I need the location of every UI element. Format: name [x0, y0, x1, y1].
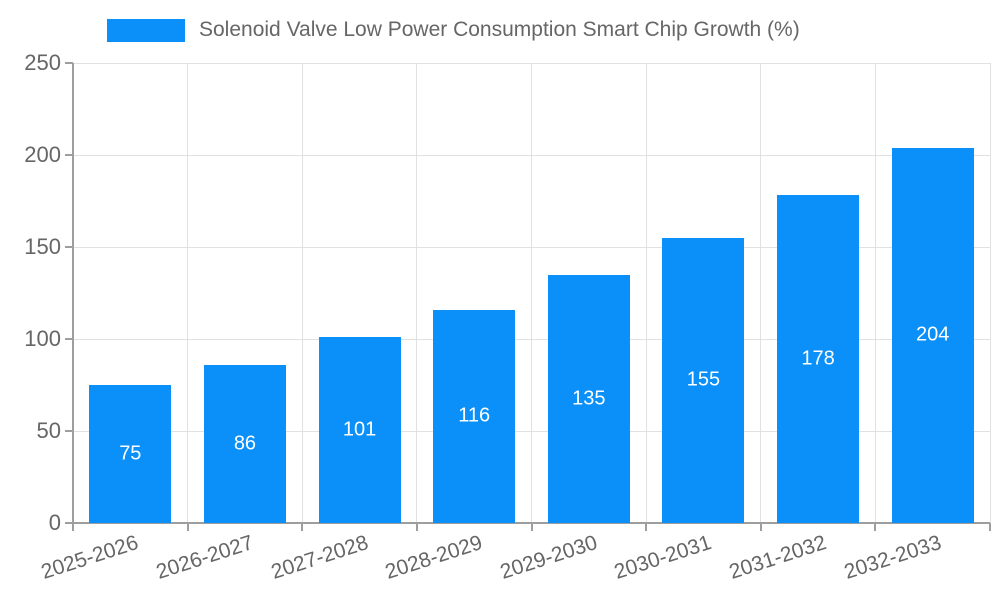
x-tick	[530, 523, 533, 531]
y-tick	[65, 62, 73, 64]
bar	[891, 147, 974, 523]
y-tick-label: 200	[24, 142, 61, 167]
bar	[433, 309, 516, 523]
x-gridline	[989, 63, 991, 523]
x-tick	[989, 523, 991, 531]
x-tick	[186, 523, 189, 531]
legend-swatch	[107, 18, 185, 42]
x-gridline	[416, 63, 418, 523]
bar-value-label: 86	[233, 432, 257, 455]
bar-value-label: 155	[686, 368, 721, 391]
x-tick	[645, 523, 648, 531]
x-tick	[874, 523, 877, 531]
y-tick-label: 100	[24, 326, 61, 351]
bar-value-label: 135	[572, 387, 606, 410]
bar	[89, 385, 172, 523]
x-tick	[301, 523, 304, 531]
y-tick-label: 50	[36, 418, 61, 443]
bar	[203, 364, 286, 523]
x-gridline	[760, 63, 762, 523]
bar-value-label: 75	[119, 442, 142, 465]
legend-label: Solenoid Valve Low Power Consumption Sma…	[199, 18, 800, 41]
x-gridline	[874, 63, 876, 523]
legend: Solenoid Valve Low Power Consumption Sma…	[107, 16, 800, 44]
x-gridline	[187, 63, 189, 523]
y-tick-label: 150	[24, 234, 61, 259]
bar	[662, 237, 745, 523]
bar-value-label: 116	[458, 404, 491, 427]
y-tick	[65, 154, 73, 156]
y-tick-label: 250	[24, 50, 61, 75]
bar-value-label: 101	[342, 418, 377, 441]
y-tick	[65, 430, 73, 432]
bar	[318, 337, 401, 523]
y-tick-label: 0	[48, 510, 61, 535]
y-tick	[65, 246, 73, 248]
y-tick	[65, 338, 73, 340]
y-axis-line	[72, 63, 74, 531]
x-axis-line	[65, 522, 990, 524]
bar-value-label: 204	[916, 323, 950, 346]
x-gridline	[645, 63, 647, 523]
x-gridline	[301, 63, 303, 523]
x-tick	[759, 523, 762, 531]
bar	[777, 195, 860, 523]
x-tick	[415, 523, 418, 531]
x-gridline	[531, 63, 532, 523]
bar	[547, 274, 630, 523]
bar-value-label: 178	[801, 347, 835, 370]
